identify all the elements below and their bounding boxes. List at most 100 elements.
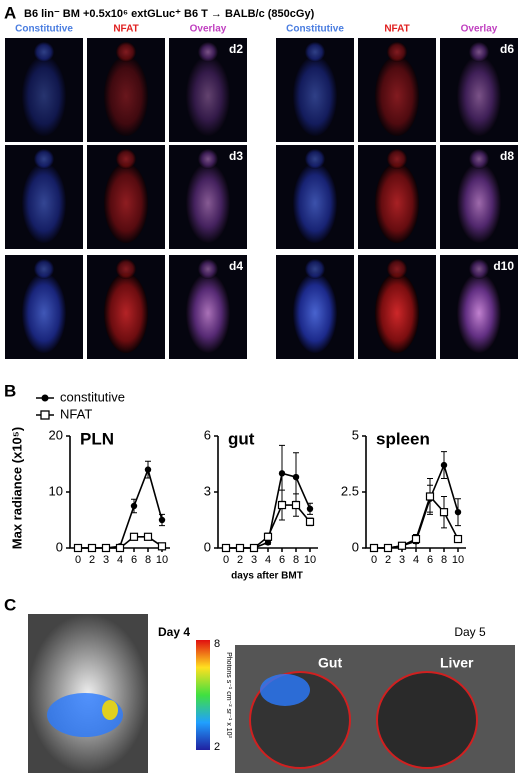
- mouse-head: [305, 259, 325, 279]
- panel-label: C: [4, 595, 16, 614]
- x-tick-label: 2: [237, 554, 243, 566]
- x-tick-label: 3: [399, 554, 405, 566]
- data-point: [73, 543, 83, 553]
- mouse-head: [469, 149, 489, 169]
- mouse-head: [116, 149, 136, 169]
- x-tick-label: 10: [304, 554, 316, 566]
- axis: [365, 436, 466, 549]
- data-point: [157, 542, 167, 551]
- panel-title: B6 lin⁻ BM +0.5x10⁶ extGLuc⁺ B6 T → BALB…: [24, 8, 315, 20]
- data-point: [278, 470, 286, 477]
- data-point: [130, 502, 138, 510]
- data-point: [115, 543, 125, 553]
- mouse-head: [34, 42, 54, 62]
- mouse-head: [34, 149, 54, 169]
- data-point: [306, 505, 314, 512]
- mouse-body: [186, 273, 230, 353]
- x-tick-label: 4: [117, 554, 123, 566]
- organ-label: Gut: [318, 655, 342, 671]
- mouse-head: [387, 259, 407, 279]
- x-tick-label: 0: [75, 554, 81, 566]
- data-point: [425, 492, 435, 501]
- day-label: Day 4: [158, 625, 190, 639]
- day-label: Day 5: [454, 625, 486, 639]
- signal-spot: [260, 674, 310, 706]
- data-point: [277, 500, 287, 510]
- y-tick-label: 20: [49, 427, 63, 442]
- x-tick-label: 6: [279, 554, 285, 566]
- mouse-head: [387, 42, 407, 62]
- organ-circle: [376, 671, 478, 769]
- data-point: [411, 534, 421, 544]
- data-point: [144, 466, 152, 473]
- x-tick-label: 8: [145, 554, 151, 566]
- mouse-body: [293, 273, 337, 353]
- x-tick-label: 3: [251, 554, 257, 566]
- day-label: d6: [500, 42, 514, 56]
- x-tick-label: 0: [223, 554, 229, 566]
- column-header: Overlay: [190, 24, 227, 35]
- mouse-body: [375, 273, 419, 353]
- mouse-body: [186, 56, 230, 136]
- legend-label: NFAT: [60, 406, 92, 421]
- y-axis-label: Max radiance (x10⁵): [9, 427, 24, 549]
- mouse-head: [198, 259, 218, 279]
- panel-label: B: [4, 381, 16, 400]
- x-tick-label: 8: [293, 554, 299, 566]
- data-point: [143, 532, 153, 541]
- mouse-head: [198, 149, 218, 169]
- panel-label: A: [4, 3, 16, 22]
- data-point: [249, 543, 259, 553]
- x-tick-label: 2: [385, 554, 391, 566]
- data-point: [158, 516, 166, 524]
- mouse-body: [293, 56, 337, 136]
- column-header: Overlay: [461, 24, 498, 35]
- x-tick-label: 10: [452, 554, 464, 566]
- x-tick-label: 2: [89, 554, 95, 566]
- x-tick-label: 6: [427, 554, 433, 566]
- mouse-head: [116, 42, 136, 62]
- day-label: d8: [500, 149, 514, 163]
- data-point: [383, 543, 393, 553]
- y-tick-label: 6: [204, 427, 211, 442]
- y-tick-label: 0: [352, 539, 359, 554]
- colorbar: [196, 640, 210, 750]
- column-header: NFAT: [384, 24, 409, 35]
- mouse-body: [375, 56, 419, 136]
- x-tick-label: 4: [413, 554, 419, 566]
- y-tick-label: 0: [56, 539, 63, 554]
- colorbar-tick: 8: [214, 638, 220, 650]
- mouse-body: [375, 163, 419, 243]
- colorbar-tick: 2: [214, 741, 220, 753]
- mouse-head: [469, 42, 489, 62]
- data-point: [397, 541, 407, 550]
- signal-spot: [102, 700, 118, 720]
- y-tick-label: 3: [204, 483, 211, 498]
- data-point: [439, 508, 449, 517]
- x-tick-label: 8: [441, 554, 447, 566]
- x-tick-label: 4: [265, 554, 271, 566]
- column-header: Constitutive: [15, 24, 73, 35]
- day-label: d4: [229, 259, 243, 273]
- mouse-body: [293, 163, 337, 243]
- mouse-head: [34, 259, 54, 279]
- x-tick-label: 10: [156, 554, 168, 566]
- data-point: [101, 543, 111, 553]
- mouse-head: [305, 42, 325, 62]
- mouse-body: [457, 273, 501, 353]
- mouse-head: [305, 149, 325, 169]
- data-point: [263, 532, 273, 541]
- mouse-body: [22, 273, 66, 353]
- data-point: [221, 543, 231, 553]
- day-label: d3: [229, 149, 243, 163]
- chart-title: spleen: [376, 429, 430, 448]
- column-header: NFAT: [113, 24, 138, 35]
- mouse-body: [104, 56, 148, 136]
- mouse-body: [457, 163, 501, 243]
- mouse-body: [186, 163, 230, 243]
- data-point: [453, 534, 463, 544]
- chart-title: gut: [228, 429, 255, 448]
- data-point: [235, 543, 245, 553]
- data-point: [454, 508, 462, 516]
